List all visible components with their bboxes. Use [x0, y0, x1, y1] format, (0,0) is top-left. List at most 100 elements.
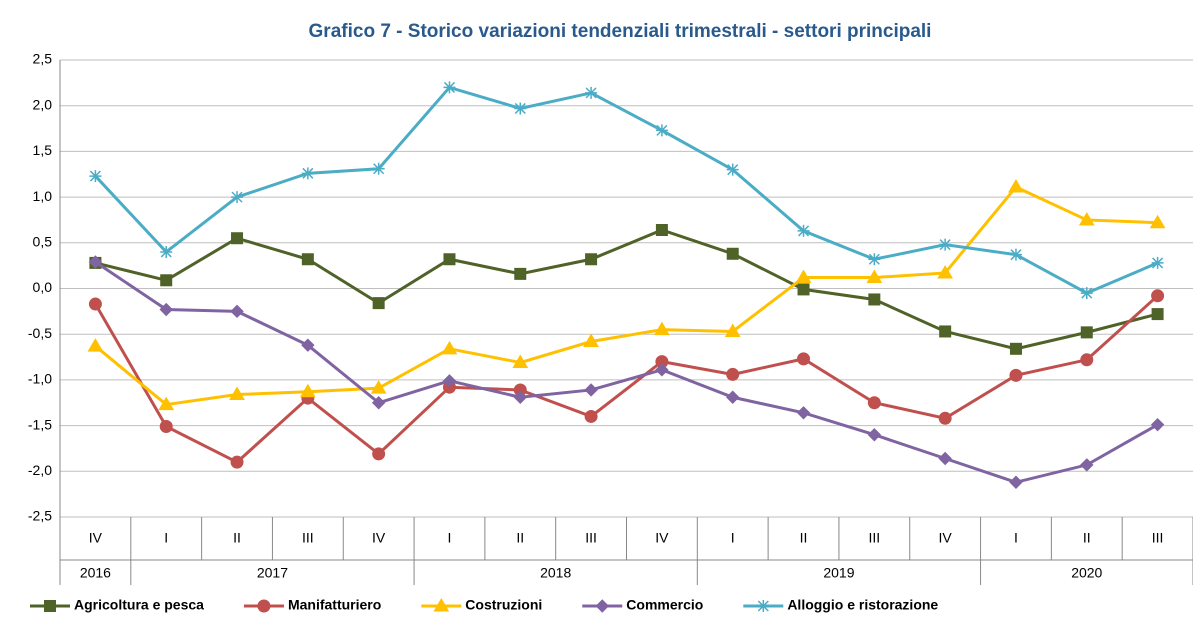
x-tick-label: IV — [89, 530, 103, 546]
marker — [1150, 417, 1165, 432]
marker — [867, 396, 881, 410]
marker — [231, 191, 244, 204]
marker — [726, 367, 740, 381]
marker — [443, 253, 456, 266]
marker — [585, 86, 598, 99]
y-tick-label: 2,0 — [33, 96, 53, 112]
marker — [867, 428, 882, 442]
marker — [229, 386, 245, 401]
marker — [442, 374, 457, 388]
marker — [937, 264, 954, 279]
x-tick-label: I — [164, 530, 168, 546]
marker — [584, 409, 598, 423]
marker — [939, 238, 952, 251]
legend-label: Commercio — [626, 597, 703, 613]
marker — [370, 380, 387, 394]
marker — [797, 224, 810, 237]
series-line — [95, 228, 1158, 351]
marker — [88, 297, 102, 311]
y-tick-label: 0,0 — [33, 279, 53, 295]
year-label: 2017 — [257, 565, 288, 581]
year-label: 2016 — [80, 565, 111, 581]
marker — [159, 302, 173, 317]
marker — [89, 170, 102, 183]
marker — [372, 297, 385, 310]
marker — [1151, 289, 1165, 303]
marker — [160, 245, 173, 258]
x-tick-label: III — [1152, 530, 1164, 546]
x-tick-label: IV — [939, 530, 953, 546]
x-tick-label: III — [585, 530, 597, 546]
marker — [230, 304, 244, 319]
y-tick-label: 0,5 — [33, 234, 53, 250]
marker — [231, 232, 244, 245]
x-tick-label: IV — [655, 530, 669, 546]
legend-label: Alloggio e ristorazione — [787, 597, 938, 613]
marker — [88, 255, 103, 269]
marker — [371, 396, 386, 410]
y-tick-label: 2,5 — [33, 51, 53, 67]
marker — [655, 363, 669, 377]
series-line — [94, 185, 1158, 407]
marker — [583, 333, 599, 348]
x-tick-label: I — [448, 530, 452, 546]
marker — [797, 352, 811, 366]
marker — [87, 338, 104, 352]
marker — [796, 406, 811, 420]
x-tick-label: III — [869, 530, 881, 546]
marker — [301, 338, 315, 352]
marker — [1009, 368, 1023, 382]
y-tick-label: -1,5 — [28, 416, 52, 432]
marker — [939, 325, 952, 338]
marker — [1009, 342, 1022, 355]
marker — [160, 274, 173, 287]
marker — [513, 390, 527, 404]
marker — [724, 323, 741, 337]
marker — [443, 81, 456, 94]
x-tick-label: II — [800, 530, 808, 546]
marker — [441, 340, 458, 355]
y-tick-label: -2,5 — [28, 508, 52, 524]
marker — [301, 167, 314, 180]
legend-item: Costruzioni — [421, 597, 542, 613]
x-tick-label: II — [1083, 530, 1091, 546]
year-label: 2020 — [1071, 565, 1102, 581]
marker — [1080, 458, 1094, 472]
legend-item: Manifatturiero — [243, 597, 381, 613]
marker — [868, 293, 881, 306]
marker — [1008, 179, 1024, 193]
series-line — [94, 85, 1159, 295]
marker — [299, 383, 316, 398]
x-tick-label: II — [233, 530, 241, 546]
marker — [301, 253, 314, 266]
x-tick-label: II — [516, 530, 524, 546]
marker — [514, 102, 527, 115]
x-tick-label: I — [731, 530, 735, 546]
marker — [372, 162, 385, 175]
marker — [1151, 256, 1164, 269]
legend-item: Agricoltura e pesca — [30, 597, 204, 613]
y-tick-label: 1,5 — [33, 142, 53, 158]
legend-item: Commercio — [582, 597, 703, 613]
marker — [595, 599, 609, 613]
marker — [44, 600, 56, 612]
marker — [655, 124, 668, 137]
marker — [514, 267, 527, 280]
x-tick-label: I — [1014, 530, 1018, 546]
marker — [1009, 248, 1022, 261]
marker — [1080, 287, 1093, 300]
marker — [726, 247, 739, 260]
legend-label: Agricoltura e pesca — [74, 597, 204, 613]
marker — [1009, 475, 1023, 489]
chart-title: Grafico 7 - Storico variazioni tendenzia… — [309, 21, 932, 42]
marker — [257, 599, 271, 613]
marker — [584, 383, 598, 397]
legend-label: Manifatturiero — [288, 597, 381, 613]
marker — [1151, 308, 1164, 321]
marker — [726, 163, 739, 176]
y-tick-label: -1,0 — [28, 371, 52, 387]
marker — [158, 396, 175, 411]
x-tick-label: III — [302, 530, 314, 546]
marker — [655, 224, 668, 237]
